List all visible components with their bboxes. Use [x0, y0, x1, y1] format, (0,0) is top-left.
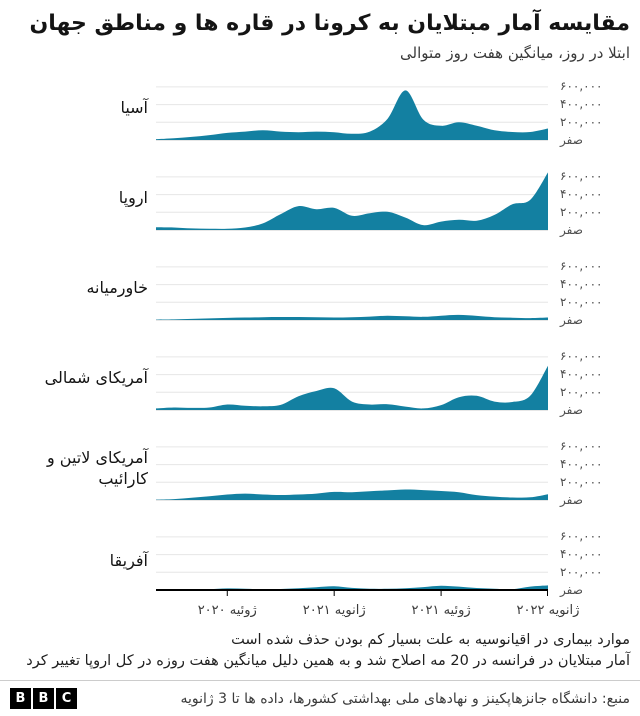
y-axis-labels: ۶۰۰,۰۰۰ ۴۰۰,۰۰۰ ۲۰۰,۰۰۰ صفر	[556, 346, 640, 416]
x-tick-label: ژوئیه ۲۰۲۱	[411, 602, 471, 618]
y-tick-label: ۴۰۰,۰۰۰	[560, 277, 603, 292]
chart-row: آسیا ۶۰۰,۰۰۰ ۴۰۰,۰۰۰ ۲۰۰,۰۰۰ صفر	[8, 76, 640, 146]
footnote-france: آمار مبتلایان در فرانسه در 20 مه اصلاح ش…	[26, 653, 630, 670]
chart-subtitle: ابتلا در روز، میانگین هفت روز متوالی	[400, 43, 630, 62]
area-chart	[156, 265, 548, 320]
y-tick-label: صفر	[560, 132, 583, 147]
region-label: آفریقا	[109, 551, 148, 571]
chart-area: آسیا ۶۰۰,۰۰۰ ۴۰۰,۰۰۰ ۲۰۰,۰۰۰ صفر اروپا ۶۰۰,۰۰۰…	[0, 76, 640, 622]
y-tick-label: ۲۰۰,۰۰۰	[560, 474, 603, 489]
bbc-logo-block: C	[56, 688, 77, 709]
chart-header: مقایسه آمار مبتلایان به کرونا در قاره ها…	[0, 0, 640, 62]
region-label: آمریکای شمالی	[44, 368, 148, 388]
y-tick-label: ۲۰۰,۰۰۰	[560, 384, 603, 399]
y-tick-label: صفر	[560, 312, 583, 327]
y-axis-labels: ۶۰۰,۰۰۰ ۴۰۰,۰۰۰ ۲۰۰,۰۰۰ صفر	[556, 256, 640, 326]
y-tick-label: ۶۰۰,۰۰۰	[560, 349, 603, 364]
y-tick-label: صفر	[560, 402, 583, 417]
chart-row: آمریکای شمالی ۶۰۰,۰۰۰ ۴۰۰,۰۰۰ ۲۰۰,۰۰۰ صفر	[8, 346, 640, 416]
footnotes: موارد بیماری در اقیانوسیه به علت بسیار ک…	[0, 622, 640, 674]
y-axis-labels: ۶۰۰,۰۰۰ ۴۰۰,۰۰۰ ۲۰۰,۰۰۰ صفر	[556, 436, 640, 506]
y-tick-label: ۶۰۰,۰۰۰	[560, 439, 603, 454]
region-label: آمریکای لاتین و کارائیب	[46, 447, 148, 488]
y-tick-label: صفر	[560, 582, 583, 597]
area-chart	[156, 85, 548, 140]
y-tick-label: ۶۰۰,۰۰۰	[560, 169, 603, 184]
chart-row: اروپا ۶۰۰,۰۰۰ ۴۰۰,۰۰۰ ۲۰۰,۰۰۰ صفر	[8, 166, 640, 236]
y-tick-label: ۶۰۰,۰۰۰	[560, 529, 603, 544]
source-text: منبع: دانشگاه جانزهاپکینز و نهادهای ملی …	[180, 690, 630, 707]
chart-panels: آسیا ۶۰۰,۰۰۰ ۴۰۰,۰۰۰ ۲۰۰,۰۰۰ صفر اروپا ۶۰۰,۰۰۰…	[8, 76, 640, 598]
divider	[0, 680, 640, 681]
chart-row: خاورمیانه ۶۰۰,۰۰۰ ۴۰۰,۰۰۰ ۲۰۰,۰۰۰ صفر	[8, 256, 640, 326]
y-tick-label: ۲۰۰,۰۰۰	[560, 564, 603, 579]
area-chart	[156, 445, 548, 500]
x-tick-label: ژوئیه ۲۰۲۰	[197, 602, 257, 618]
y-axis-labels: ۶۰۰,۰۰۰ ۴۰۰,۰۰۰ ۲۰۰,۰۰۰ صفر	[556, 76, 640, 146]
area-chart	[156, 535, 548, 596]
region-label: آسیا	[120, 98, 148, 118]
y-axis-labels: ۶۰۰,۰۰۰ ۴۰۰,۰۰۰ ۲۰۰,۰۰۰ صفر	[556, 526, 640, 598]
bbc-logo-block: B	[33, 688, 54, 709]
y-tick-label: ۴۰۰,۰۰۰	[560, 547, 603, 562]
footnote-oceania: موارد بیماری در اقیانوسیه به علت بسیار ک…	[231, 631, 630, 648]
bbc-logo-block: B	[10, 688, 31, 709]
chart-row: آفریقا ۶۰۰,۰۰۰ ۴۰۰,۰۰۰ ۲۰۰,۰۰۰ صفر	[8, 526, 640, 598]
y-tick-label: صفر	[560, 492, 583, 507]
x-tick-label: ژانویه ۲۰۲۲	[516, 602, 580, 618]
y-tick-label: ۲۰۰,۰۰۰	[560, 294, 603, 309]
chart-row: آمریکای لاتین و کارائیب ۶۰۰,۰۰۰ ۴۰۰,۰۰۰ ۲۰۰…	[8, 436, 640, 506]
y-tick-label: ۶۰۰,۰۰۰	[560, 259, 603, 274]
y-tick-label: ۲۰۰,۰۰۰	[560, 204, 603, 219]
page-title: مقایسه آمار مبتلایان به کرونا در قاره ها…	[29, 11, 630, 36]
y-tick-label: صفر	[560, 222, 583, 237]
y-tick-label: ۴۰۰,۰۰۰	[560, 97, 603, 112]
x-tick-label: ژانویه ۲۰۲۱	[302, 602, 366, 618]
area-chart	[156, 355, 548, 410]
y-tick-label: ۴۰۰,۰۰۰	[560, 187, 603, 202]
y-tick-label: ۴۰۰,۰۰۰	[560, 457, 603, 472]
y-tick-label: ۲۰۰,۰۰۰	[560, 114, 603, 129]
region-label: اروپا	[118, 188, 148, 208]
y-tick-label: ۴۰۰,۰۰۰	[560, 367, 603, 382]
bbc-logo: B B C	[10, 688, 77, 709]
footer: B B C منبع: دانشگاه جانزهاپکینز و نهادها…	[0, 681, 640, 716]
x-axis-labels: ژوئیه ۲۰۲۰ ژانویه ۲۰۲۱ ژوئیه ۲۰۲۱ ژانویه ۲۰…	[156, 598, 580, 622]
area-chart	[156, 171, 548, 230]
y-tick-label: ۶۰۰,۰۰۰	[560, 79, 603, 94]
region-label: خاورمیانه	[86, 278, 148, 298]
y-axis-labels: ۶۰۰,۰۰۰ ۴۰۰,۰۰۰ ۲۰۰,۰۰۰ صفر	[556, 166, 640, 236]
